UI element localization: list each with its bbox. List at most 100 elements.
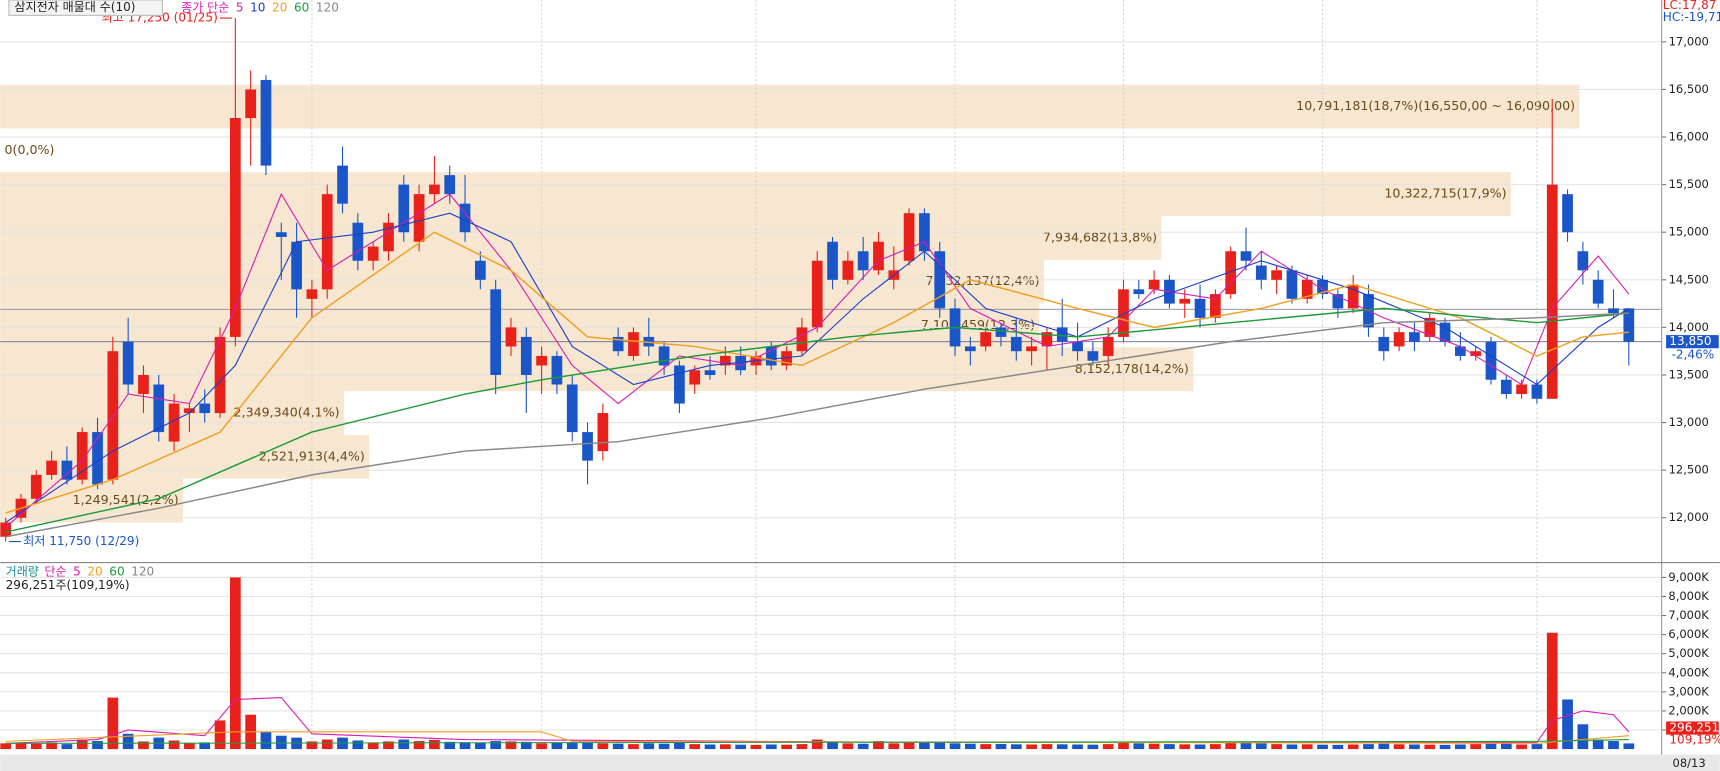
volume-bar: [275, 735, 287, 750]
ma-line: [5, 231, 1629, 514]
candle-body: [138, 374, 149, 395]
candle-body: [1255, 265, 1267, 280]
volume-bar: [0, 743, 12, 750]
volume-bar: [429, 739, 440, 750]
volume-bar: [260, 731, 272, 750]
band-label: 2,521,913(4,4%): [259, 448, 365, 463]
hc-label: HC:-19,71: [1663, 10, 1720, 24]
candle-body: [352, 222, 364, 261]
candle-body: [1148, 279, 1160, 290]
volume-bar: [612, 743, 624, 750]
volume-bar: [796, 744, 808, 750]
candle-body: [811, 260, 823, 328]
volume-tick-label: 9,000K: [1668, 570, 1709, 584]
candle-body: [61, 460, 73, 480]
volume-bar: [1072, 744, 1083, 750]
volume-bar: [1194, 744, 1206, 750]
candle-body: [1546, 184, 1558, 399]
candle-body: [92, 432, 103, 485]
volume-bar: [168, 740, 180, 750]
candle-body: [46, 460, 57, 475]
candle-body: [398, 184, 410, 233]
volume-bar: [321, 739, 333, 750]
candle-body: [76, 432, 88, 480]
candle-body: [1470, 351, 1482, 356]
y-tick-label: 14,000: [1669, 320, 1709, 334]
volume-bar: [92, 741, 103, 750]
y-tick-label: 15,500: [1669, 177, 1709, 191]
volume-bar: [122, 733, 134, 750]
volume-bar: [674, 742, 685, 750]
volume-tick-label: 4,000K: [1668, 665, 1709, 679]
candle-body: [337, 165, 348, 204]
candle-body: [520, 336, 532, 375]
candle-body: [689, 370, 701, 385]
last-volume-tag: [1666, 721, 1719, 735]
volume-bar: [1179, 744, 1191, 750]
candle-body: [214, 336, 226, 414]
ma-line: [5, 307, 1629, 533]
candle-body: [229, 118, 241, 337]
candle-body: [934, 251, 946, 309]
candle-body: [1455, 346, 1466, 356]
y-tick-label: 14,500: [1669, 272, 1709, 286]
volume-bar: [199, 742, 211, 750]
candle-body: [765, 346, 777, 366]
ma-line: [5, 696, 1630, 744]
date-label: 08/13: [1673, 756, 1706, 770]
band-label: 10,791,181(18,7%)(16,550,00 ~ 16,090,00): [1296, 98, 1575, 113]
volume-ratio-label: 109,19%: [1669, 733, 1720, 747]
volume-bar: [1087, 744, 1099, 750]
volume-bar: [1409, 744, 1420, 750]
volume-bar: [367, 742, 379, 750]
candle-body: [1592, 279, 1604, 304]
candle-body: [1026, 346, 1037, 352]
candle-body: [30, 474, 42, 499]
volume-bar: [1577, 724, 1589, 750]
candle-body: [1332, 294, 1344, 309]
candle-body: [444, 175, 456, 195]
volume-bar: [919, 742, 930, 750]
candle-body: [536, 355, 547, 366]
candle-body: [1225, 251, 1237, 295]
candle-body: [612, 336, 624, 352]
volume-bar: [1286, 744, 1298, 750]
candle-body: [383, 222, 394, 252]
volume-bar: [888, 743, 900, 750]
candle-body: [781, 351, 792, 366]
y-tick-label: 12,000: [1669, 510, 1709, 524]
candle-body: [1301, 279, 1313, 299]
candle-body: [582, 432, 593, 461]
volume-bar: [735, 744, 747, 750]
candle-body: [275, 232, 287, 237]
volume-ma-legend-item: 120: [131, 564, 154, 578]
volume-bar: [1148, 743, 1160, 750]
candle-body: [1393, 332, 1405, 347]
volume-bar: [1424, 744, 1436, 750]
volume-bar: [643, 743, 655, 750]
candle-body: [1347, 284, 1359, 309]
volume-bar: [781, 744, 792, 750]
volume-bar: [1332, 744, 1344, 750]
volume-bar: [490, 741, 502, 750]
candle-body: [245, 89, 257, 119]
candle-body: [367, 246, 379, 261]
y-tick-label: 12,500: [1669, 463, 1709, 477]
candle-body: [199, 403, 211, 414]
candle-body: [1010, 336, 1022, 352]
candle-body: [122, 341, 134, 385]
candle-body: [735, 355, 747, 371]
chart-title: 삼지전자 매물대 수(10): [14, 0, 135, 14]
volume-bar: [184, 743, 195, 750]
volume-tick-label: 7,000K: [1668, 608, 1709, 622]
volume-tick-label: 3,000K: [1668, 684, 1709, 698]
candle-body: [842, 260, 854, 280]
volume-bar: [444, 741, 456, 750]
candle-body: [566, 384, 578, 433]
volume-bar: [597, 743, 609, 750]
candle-body: [1271, 270, 1282, 280]
volume-bar: [842, 743, 854, 750]
last-price-label: 13,850: [1669, 334, 1711, 348]
ma-legend-title: 종가 단순: [181, 0, 229, 14]
